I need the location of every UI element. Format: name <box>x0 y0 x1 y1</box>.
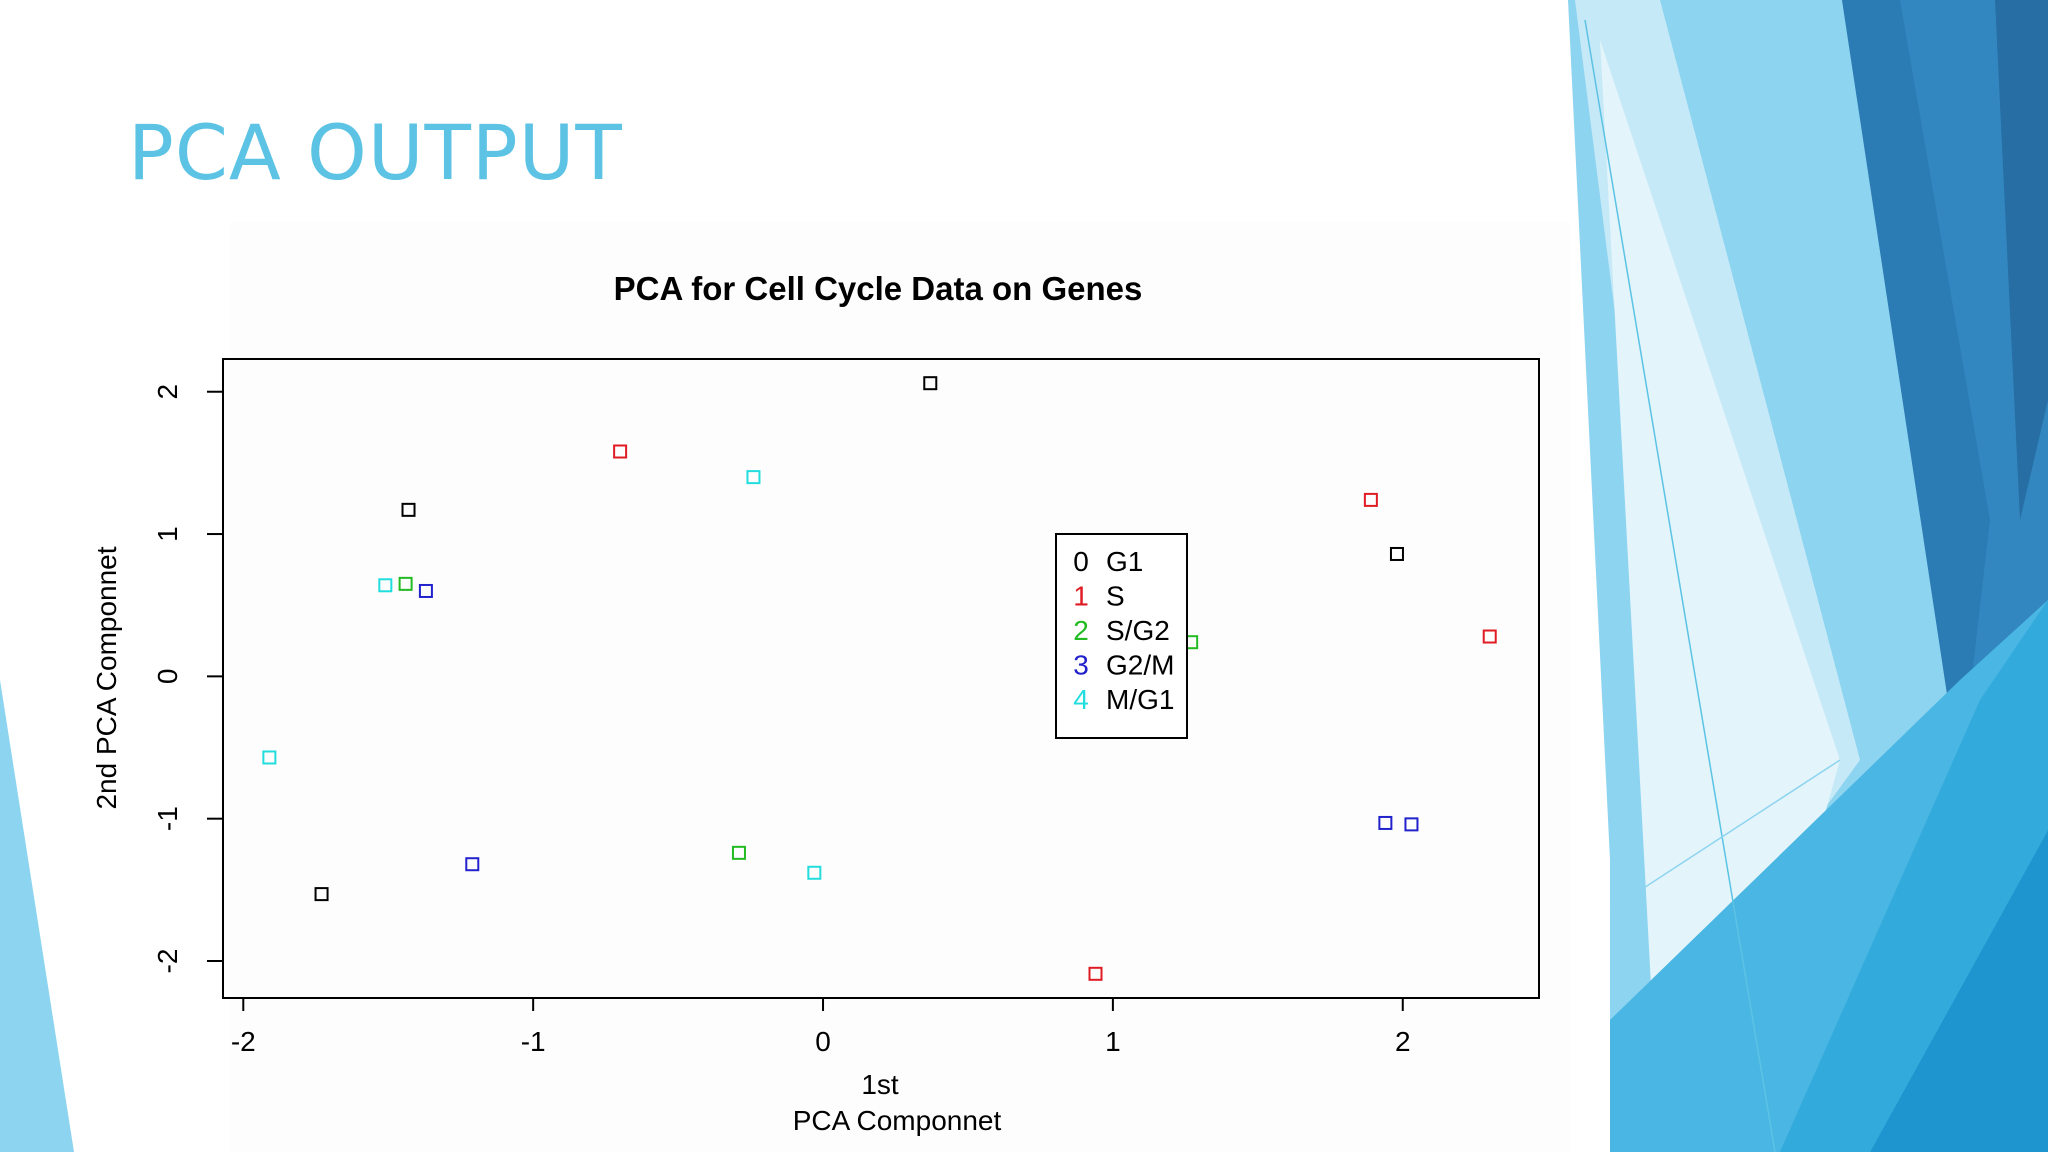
data-point-1 <box>1482 629 1497 644</box>
data-point-0 <box>923 376 938 391</box>
y-tick-label: 0 <box>152 669 183 685</box>
y-tick-label: 2 <box>152 384 183 400</box>
legend-code-4: 4 <box>1073 684 1089 715</box>
data-point-1 <box>1088 966 1103 981</box>
decor-shape <box>1780 600 2048 1152</box>
slide-title: PCA OUTPUT <box>128 108 623 197</box>
data-point-4 <box>262 750 277 765</box>
x-tick-label: 1 <box>1105 1026 1121 1057</box>
data-point-1 <box>1363 492 1378 507</box>
data-point-0 <box>1389 546 1404 561</box>
data-point-3 <box>418 583 433 598</box>
decor-line <box>1609 759 1841 911</box>
x-tick-label: -1 <box>521 1026 546 1057</box>
legend-code-1: 1 <box>1073 581 1089 612</box>
data-point-4 <box>746 470 761 485</box>
data-point-0 <box>401 502 416 517</box>
legend-label-4: M/G1 <box>1106 684 1174 715</box>
y-axis: -2 -1 0 1 2 <box>152 384 224 974</box>
y-tick-label: -2 <box>152 949 183 974</box>
x-tick-label: 2 <box>1395 1026 1411 1057</box>
x-axis: -2 -1 0 1 2 <box>231 997 1411 1057</box>
x-axis-label-line1: 1st <box>861 1069 899 1100</box>
data-point-3 <box>1404 817 1419 832</box>
decor-shape <box>1842 0 1990 780</box>
legend-label-3: G2/M <box>1106 650 1174 681</box>
legend-code-0: 0 <box>1073 546 1089 577</box>
data-point-4 <box>378 578 393 593</box>
data-point-0 <box>314 887 329 902</box>
chart-title: PCA for Cell Cycle Data on Genes <box>614 270 1143 307</box>
legend-code-3: 3 <box>1073 650 1089 681</box>
y-axis-label: 2nd PCA Componnet <box>91 546 122 809</box>
data-point-2 <box>398 576 413 591</box>
decor-line <box>1584 19 1776 1152</box>
data-points <box>262 376 1497 981</box>
y-tick-label: 1 <box>152 526 183 542</box>
legend-label-0: G1 <box>1106 546 1143 577</box>
legend-label-1: S <box>1106 581 1125 612</box>
decor-shape-left <box>0 680 74 1152</box>
x-tick-label: -2 <box>231 1026 256 1057</box>
legend: 0 G1 1 S2 S/G2 3 G2/M 4 M/G1 <box>1055 533 1188 739</box>
chart-background <box>230 222 1570 1152</box>
decor-shape <box>1995 0 2048 520</box>
data-point-2 <box>731 845 746 860</box>
data-point-4 <box>807 865 822 880</box>
legend-box <box>1055 533 1188 739</box>
data-point-1 <box>613 444 628 459</box>
x-tick-label: 0 <box>815 1026 831 1057</box>
data-point-3 <box>1378 815 1393 830</box>
y-tick-label: -1 <box>152 806 183 831</box>
x-axis-label-line2: PCA Componnet <box>793 1105 1002 1136</box>
legend-code-2: 2 <box>1073 615 1089 646</box>
legend-label-2: S/G2 <box>1106 615 1170 646</box>
data-point-3 <box>465 857 480 872</box>
